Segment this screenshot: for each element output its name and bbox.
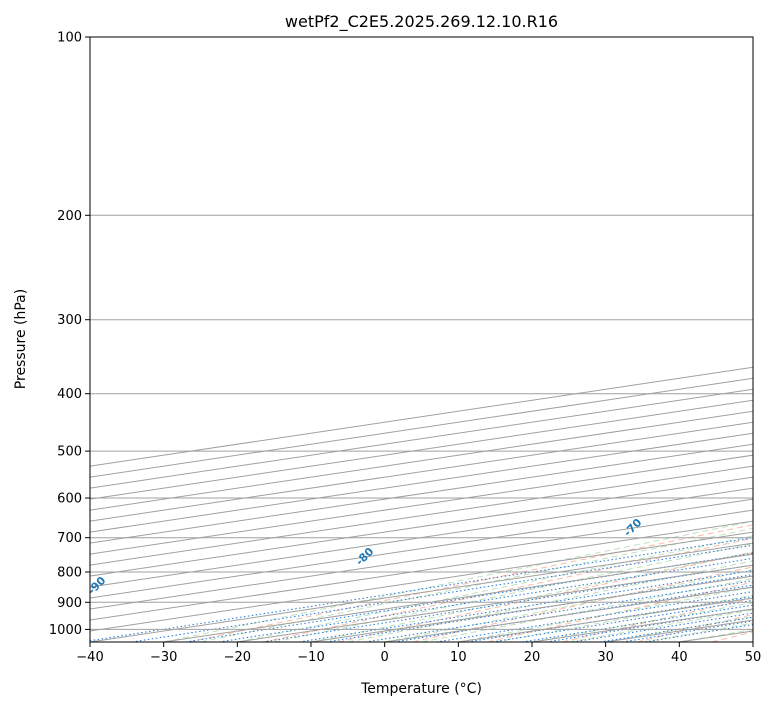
x-tick-label: −10 bbox=[297, 650, 324, 665]
isotherm-line bbox=[90, 454, 753, 555]
dry-adiabat bbox=[188, 524, 753, 642]
x-tick-label: −40 bbox=[76, 650, 103, 665]
y-tick-label: 1000 bbox=[49, 623, 82, 638]
y-tick-label: 500 bbox=[57, 445, 82, 460]
moist-adiabat bbox=[384, 569, 753, 642]
y-axis-ticks: 1000 900 800 700 600 500 400 300 200 100 bbox=[49, 31, 90, 638]
isotherm-line bbox=[90, 531, 753, 632]
plot-area: -100-90-80-70-60-50-40-30-20-10010203040… bbox=[90, 37, 753, 642]
isotherm-line bbox=[90, 465, 753, 566]
background-lines bbox=[90, 520, 753, 642]
isotherm-line bbox=[90, 443, 753, 544]
mixing-ratio-line bbox=[572, 612, 753, 642]
y-tick-label: 800 bbox=[57, 566, 82, 581]
x-axis-ticks: −40 −30 −20 −10 0 10 20 30 40 50 bbox=[76, 642, 761, 665]
dry-adiabat bbox=[263, 537, 753, 642]
mixing-ratio-line bbox=[131, 544, 753, 642]
y-tick-label: 700 bbox=[57, 531, 82, 546]
dry-adiabat bbox=[487, 581, 753, 642]
plot-frame bbox=[89, 36, 754, 643]
y-tick-label: 400 bbox=[57, 387, 82, 402]
x-axis-label: Temperature (°C) bbox=[360, 681, 482, 697]
moist-adiabat bbox=[495, 594, 753, 642]
moist-adiabat bbox=[421, 578, 753, 642]
mixing-ratio-line bbox=[218, 557, 753, 642]
x-tick-label: 50 bbox=[745, 650, 762, 665]
isotherm-line bbox=[90, 487, 753, 588]
x-tick-label: 30 bbox=[597, 650, 614, 665]
isotherm-line bbox=[90, 498, 753, 599]
x-tick-label: 40 bbox=[671, 650, 688, 665]
mixing-ratio-line bbox=[492, 599, 753, 642]
mixing-ratio-line bbox=[522, 604, 753, 642]
chart-title: wetPf2_C2E5.2025.269.12.10.R16 bbox=[285, 12, 558, 32]
isotherm-line bbox=[90, 509, 753, 610]
grid-lines bbox=[90, 37, 753, 642]
y-tick-label: 600 bbox=[57, 492, 82, 507]
y-tick-label: 300 bbox=[57, 313, 82, 328]
y-axis-label: Pressure (hPa) bbox=[13, 289, 29, 389]
mixing-ratio-line bbox=[185, 552, 753, 642]
x-tick-label: 10 bbox=[450, 650, 467, 665]
x-tick-label: 0 bbox=[381, 650, 389, 665]
isotherm-line bbox=[90, 476, 753, 577]
moist-adiabat bbox=[458, 586, 753, 642]
isotherm-line bbox=[90, 520, 753, 621]
x-tick-label: −20 bbox=[224, 650, 251, 665]
y-tick-label: 200 bbox=[57, 209, 82, 224]
moist-adiabat bbox=[274, 543, 753, 642]
x-tick-label: −30 bbox=[150, 650, 177, 665]
mixing-ratio-line bbox=[90, 537, 753, 642]
x-tick-label: 20 bbox=[524, 650, 541, 665]
y-tick-label: 100 bbox=[57, 31, 82, 46]
y-tick-label: 900 bbox=[57, 596, 82, 611]
